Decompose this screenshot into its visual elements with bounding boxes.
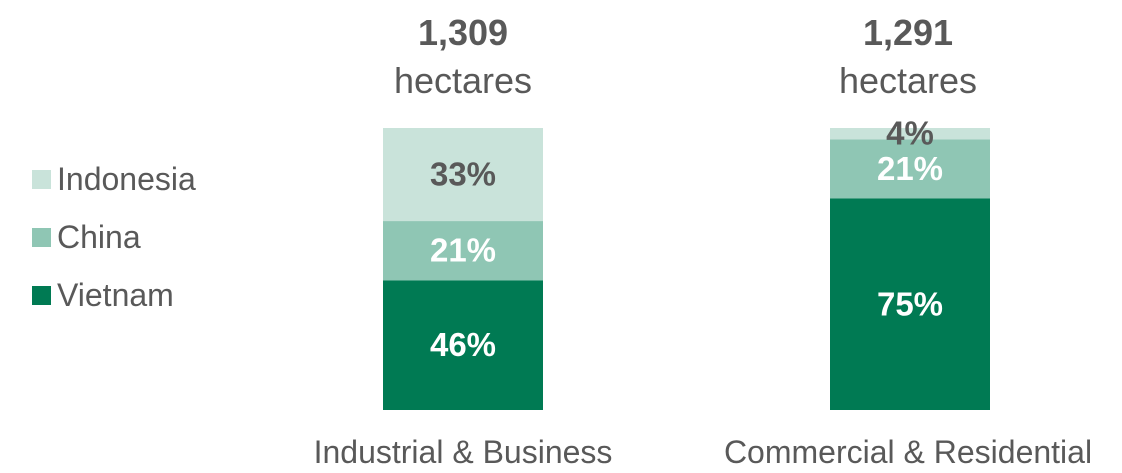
legend-item-vietnam: Vietnam [32,266,196,324]
total-value-commercial: 1,291 [862,12,954,53]
bar-industrial-indonesia [383,128,543,222]
data-label-industrial-china: 21% [430,232,496,269]
bar-commercial-vietnam [830,198,990,410]
legend-swatch-china [32,227,51,247]
total-unit-commercial: hectares [838,60,978,101]
data-label-commercial-china: 21% [877,150,943,187]
legend-swatch-indonesia [32,169,51,189]
data-label-industrial-vietnam: 46% [430,326,496,363]
category-label-industrial: Industrial & Business [313,434,613,470]
legend-swatch-vietnam [32,285,51,305]
total-value-industrial: 1,309 [417,12,509,53]
legend: Indonesia China Vietnam [32,150,196,324]
bar-industrial-china [383,221,543,281]
total-unit-industrial: hectares [393,60,533,101]
bar-commercial-indonesia [830,128,990,140]
legend-item-indonesia: Indonesia [32,150,196,208]
category-label-commercial: Commercial & Residential [723,434,1093,470]
legend-label-china: China [57,218,141,255]
bar-commercial-china [830,139,990,199]
legend-item-china: China [32,208,196,266]
legend-label-indonesia: Indonesia [57,160,196,197]
data-label-commercial-indonesia: 4% [886,115,934,152]
legend-label-vietnam: Vietnam [57,276,174,313]
data-label-commercial-vietnam: 75% [877,285,943,322]
data-label-industrial-indonesia: 33% [430,156,496,193]
bar-industrial-vietnam [383,280,543,410]
